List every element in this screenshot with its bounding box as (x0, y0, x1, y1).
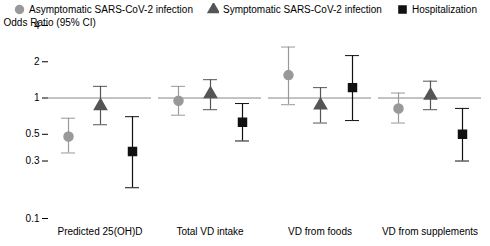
html-text:Asymptomatic SARS-CoV-2 infect: Asymptomatic SARS-CoV-2 infection (29, 3, 193, 15)
svg-text:Odds Ratio (95% CI): Odds Ratio (95% CI) (4, 17, 96, 28)
svg-text:Total VD intake: Total VD intake (176, 226, 244, 237)
html-text:Hospitalization: Hospitalization (411, 3, 477, 15)
svg-text:0.5: 0.5 (26, 128, 40, 139)
svg-text:Predicted 25(OH)D: Predicted 25(OH)D (57, 226, 142, 237)
svg-text:2: 2 (34, 56, 40, 67)
svg-text:1: 1 (34, 92, 40, 103)
html-text:Symptomatic SARS-CoV-2 infecti: Symptomatic SARS-CoV-2 infection (223, 3, 382, 15)
svg-text:VD from foods: VD from foods (288, 226, 352, 237)
svg-text:0.1: 0.1 (26, 213, 40, 224)
svg-text:0.3: 0.3 (26, 155, 40, 166)
svg-text:VD from supplements: VD from supplements (382, 226, 478, 237)
